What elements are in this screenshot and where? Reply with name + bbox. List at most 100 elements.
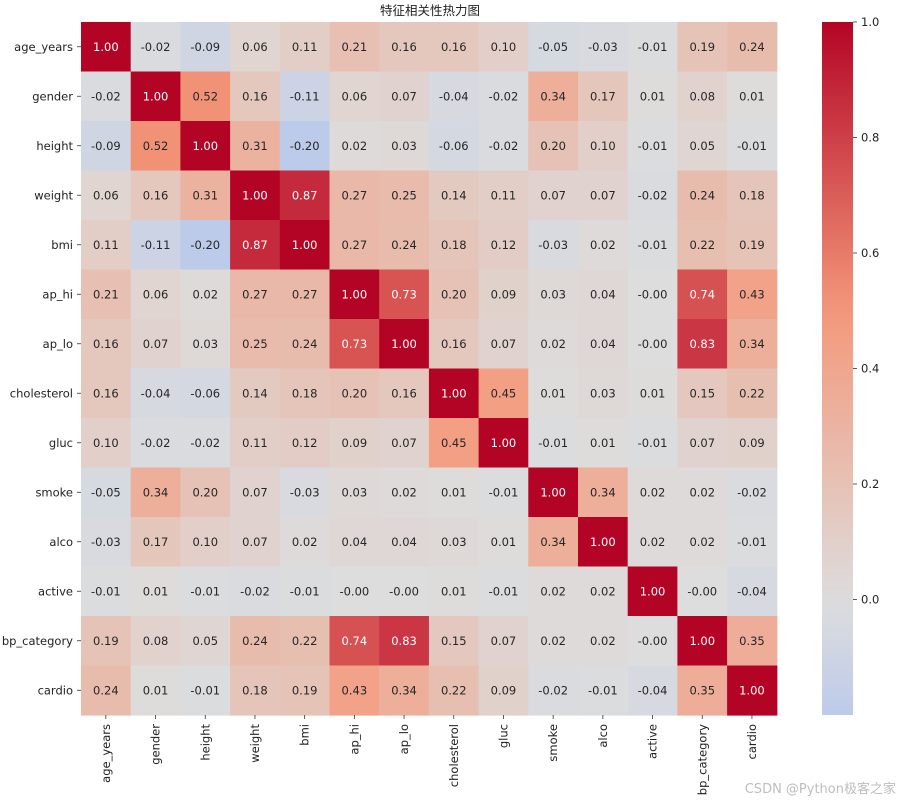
heatmap-cell: [230, 71, 281, 122]
heatmap-cell: [428, 665, 480, 716]
cell-value-label: -0.11: [290, 89, 320, 103]
heatmap-cell: [528, 665, 579, 716]
cell-value-label: -0.20: [190, 238, 220, 252]
heatmap-cell: [528, 319, 579, 370]
heatmap-cell: [578, 467, 629, 518]
heatmap-cell: [528, 368, 579, 419]
cell-value-label: 0.07: [590, 188, 616, 202]
heatmap-cell: [230, 121, 281, 172]
heatmap-cell: [627, 269, 678, 320]
cell-value-label: -0.01: [190, 683, 220, 697]
cell-value-label: 0.06: [143, 287, 169, 301]
heatmap-cell: [279, 269, 331, 320]
cell-value-label: 0.27: [242, 287, 268, 301]
heatmap-cell: [627, 121, 678, 172]
cell-value-label: 0.07: [491, 337, 517, 351]
cell-value-label: 0.02: [391, 485, 417, 499]
heatmap-cell: [578, 269, 629, 320]
heatmap-cell: [528, 517, 579, 568]
colorbar-tick-label: 1.0: [861, 15, 879, 29]
cell-value-label: 0.01: [640, 89, 666, 103]
heatmap-cell: [130, 616, 181, 667]
cell-value-label: 0.87: [242, 238, 268, 252]
cell-value-label: 0.02: [540, 337, 566, 351]
cell-value-label: -0.00: [687, 584, 717, 598]
cell-value-label: 0.11: [292, 40, 318, 54]
heatmap-cell: [627, 467, 678, 518]
heatmap-cell: [230, 616, 281, 667]
heatmap-cell: [428, 418, 480, 469]
heatmap-cell: [578, 121, 629, 172]
cell-value-label: 0.52: [143, 139, 169, 153]
heatmap-cell: [677, 368, 728, 419]
y-tick-label: ap_lo: [43, 337, 73, 351]
cell-value-label: 0.01: [540, 386, 566, 400]
cell-value-label: -0.00: [638, 287, 668, 301]
cell-value-label: 0.22: [441, 683, 467, 697]
heatmap-cell: [230, 319, 281, 370]
heatmap-cell: [528, 467, 579, 518]
heatmap-cell: [279, 616, 331, 667]
cell-value-label: 0.24: [242, 634, 268, 648]
heatmap-cell: [727, 220, 778, 271]
heatmap-cell: [130, 22, 181, 73]
heatmap-cell: [230, 368, 281, 419]
heatmap-cell: [130, 220, 181, 271]
heatmap-cell: [677, 170, 728, 221]
cell-value-label: -0.00: [339, 584, 369, 598]
heatmap-cell: [81, 665, 132, 716]
heatmap-cell: [379, 269, 430, 320]
heatmap-cell: [130, 566, 181, 617]
heatmap-cell: [627, 71, 678, 122]
cell-value-label: 0.08: [689, 89, 715, 103]
cell-value-label: 0.34: [739, 337, 765, 351]
heatmap-cell: [180, 22, 231, 73]
heatmap-cell: [329, 517, 380, 568]
heatmap-cell: [428, 566, 480, 617]
cell-value-label: -0.01: [638, 238, 668, 252]
cell-value-label: 0.16: [93, 337, 119, 351]
heatmap-cell: [180, 467, 231, 518]
cell-value-label: 0.22: [739, 386, 765, 400]
heatmap-cell: [180, 517, 231, 568]
cell-value-label: 0.34: [143, 485, 169, 499]
heatmap-cell: [578, 418, 629, 469]
cell-value-label: 0.24: [739, 40, 765, 54]
heatmap-cell: [279, 319, 331, 370]
cell-value-label: -0.06: [190, 386, 220, 400]
cell-value-label: -0.02: [141, 436, 171, 450]
heatmap-cell: [677, 121, 728, 172]
heatmap-cell: [379, 22, 430, 73]
cell-value-label: 0.14: [441, 188, 467, 202]
heatmap-cell: [230, 467, 281, 518]
heatmap-cell: [130, 269, 181, 320]
cell-value-label: 0.34: [540, 89, 566, 103]
colorbar-tick-label: 0.8: [861, 131, 879, 145]
heatmap-cell: [329, 71, 380, 122]
x-tick-label: gluc: [496, 724, 510, 748]
heatmap-cell: [81, 170, 132, 221]
cell-value-label: 0.19: [93, 634, 119, 648]
heatmap-cell: [578, 22, 629, 73]
cell-value-label: 0.07: [689, 436, 715, 450]
cell-value-label: 1.00: [292, 238, 318, 252]
cell-value-label: 0.18: [292, 386, 318, 400]
cell-value-label: 0.01: [143, 584, 169, 598]
cell-value-label: 1.00: [391, 337, 417, 351]
heatmap-cell: [627, 418, 678, 469]
heatmap-cell: [727, 467, 778, 518]
cell-value-label: 0.52: [192, 89, 218, 103]
heatmap-cell: [81, 566, 132, 617]
heatmap-cell: [279, 418, 331, 469]
cell-value-label: -0.02: [737, 485, 767, 499]
heatmap-cell: [279, 71, 331, 122]
cell-value-label: 0.02: [640, 485, 666, 499]
heatmap-cell: [627, 319, 678, 370]
heatmap-cell: [279, 665, 331, 716]
heatmap-cell: [329, 170, 380, 221]
cell-value-label: -0.02: [240, 584, 270, 598]
cell-value-label: 0.03: [590, 386, 616, 400]
cell-value-label: -0.03: [588, 40, 618, 54]
y-tick-label: gluc: [49, 436, 73, 450]
